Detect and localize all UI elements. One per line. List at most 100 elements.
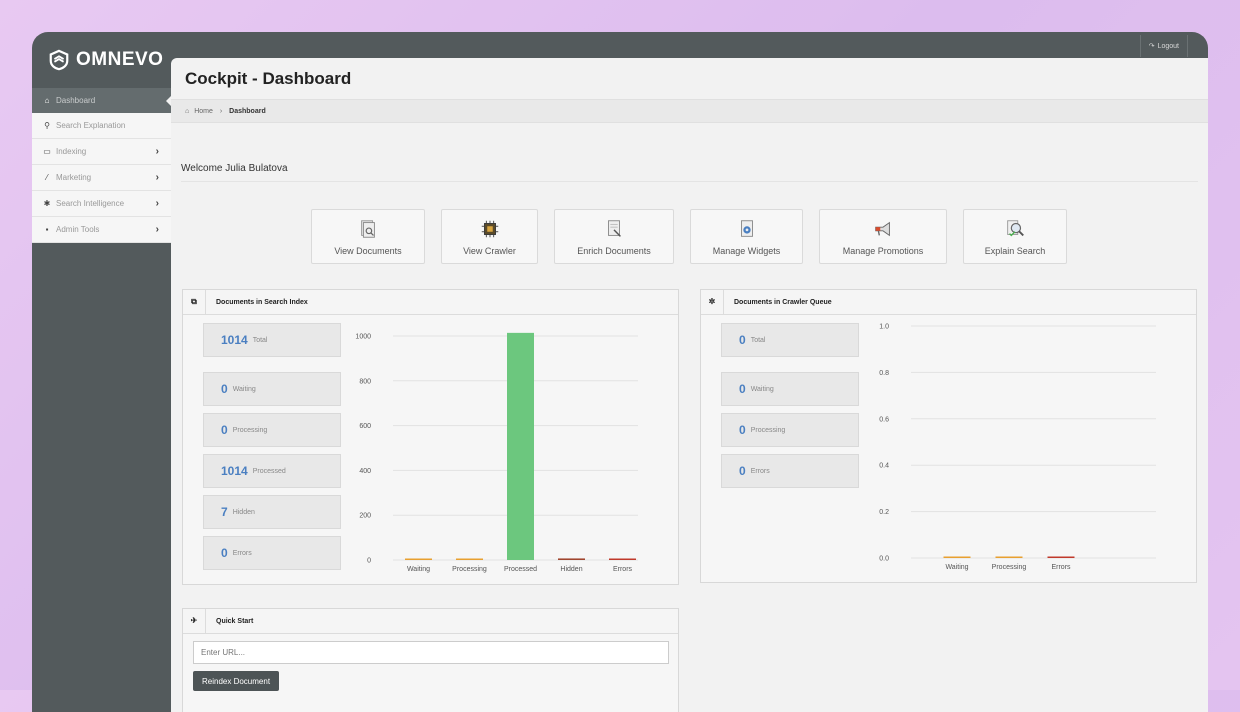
- sidebar-item-search-explanation[interactable]: ⚲ Search Explanation: [32, 113, 171, 139]
- stat-value: 1014: [221, 464, 248, 478]
- bar-waiting[interactable]: [943, 556, 971, 559]
- stat-label: Errors: [750, 467, 770, 475]
- sidebar-item-label: Marketing: [56, 173, 92, 182]
- stat-label: Total: [252, 336, 268, 344]
- stat-label: Total: [750, 336, 766, 344]
- sidebar-item-dashboard[interactable]: ⌂ Dashboard: [32, 88, 172, 113]
- sidebar-item-label: Search Intelligence: [56, 199, 125, 208]
- bar-hidden[interactable]: [558, 558, 585, 560]
- stat-total: 0 Total: [721, 323, 859, 357]
- stat-errors: 0 Errors: [203, 536, 341, 570]
- divider: [181, 181, 1198, 182]
- stat-label: Waiting: [750, 385, 774, 393]
- document-wand-icon: [608, 220, 621, 237]
- sidebar-item-admin-tools[interactable]: ▪ Admin Tools ›: [32, 217, 171, 243]
- bar-waiting[interactable]: [405, 558, 432, 561]
- stat-total: 1014 Total: [203, 323, 341, 357]
- brand-logo[interactable]: OMNEVO: [48, 48, 163, 72]
- stat-waiting: 0 Waiting: [721, 372, 859, 406]
- home-icon: ⌂: [44, 96, 50, 105]
- documents-search-icon: [361, 220, 375, 238]
- panel-title: Documents in Crawler Queue: [734, 298, 832, 306]
- y-tick-label: 600: [359, 423, 371, 430]
- x-tick-label: Waiting: [407, 566, 430, 573]
- stat-processing: 0 Processing: [721, 413, 859, 447]
- chevron-right-icon: ›: [155, 198, 159, 209]
- stat-value: 0: [739, 333, 746, 347]
- stat-label: Hidden: [232, 508, 255, 516]
- bar-processing[interactable]: [456, 558, 483, 561]
- bar-processing[interactable]: [995, 556, 1023, 559]
- main-content: Cockpit - Dashboard ⌂ Home › Dashboard W…: [171, 58, 1208, 712]
- chevron-right-icon: ›: [155, 224, 159, 235]
- magic-wand-icon: ⁄: [46, 173, 48, 182]
- enrich-documents-button[interactable]: Enrich Documents: [554, 209, 674, 264]
- copy-icon: ⧉: [183, 290, 206, 314]
- y-tick-label: 0.0: [879, 556, 889, 563]
- welcome-message: Welcome Julia Bulatova: [181, 163, 288, 174]
- y-tick-label: 800: [359, 378, 371, 385]
- logout-button[interactable]: ↷ Logout: [1139, 35, 1188, 57]
- button-label: Manage Promotions: [842, 246, 924, 256]
- button-label: View Documents: [334, 246, 402, 256]
- panel-header: ✲ Documents in Crawler Queue: [701, 290, 1196, 315]
- panel-title: Quick Start: [216, 617, 254, 625]
- bar-processed[interactable]: [507, 332, 534, 560]
- x-tick-label: Errors: [613, 566, 633, 573]
- stat-label: Processed: [252, 467, 286, 475]
- search-index-panel: ⧉ Documents in Search Index 1014 Total 0…: [182, 289, 679, 585]
- magnifier-icon: [1007, 220, 1024, 237]
- stat-value: 0: [739, 464, 746, 478]
- sidebar-item-label: Indexing: [56, 147, 87, 156]
- home-icon: ⌂: [185, 107, 190, 115]
- stat-processing: 0 Processing: [203, 413, 341, 447]
- manage-widgets-button[interactable]: Manage Widgets: [690, 209, 803, 264]
- chevron-right-icon: ›: [155, 172, 159, 183]
- bar-errors[interactable]: [609, 558, 636, 561]
- y-tick-label: 0.4: [879, 463, 889, 470]
- stat-label: Waiting: [232, 385, 256, 393]
- bug-icon: ✲: [701, 290, 724, 314]
- search-index-chart: 0 200 400 600 800 1000 Waiting Processing Proces…: [355, 332, 638, 573]
- breadcrumb: ⌂ Home › Dashboard: [171, 99, 1208, 123]
- y-tick-label: 0.6: [879, 416, 889, 423]
- inbox-icon: ▭: [43, 147, 51, 156]
- sidebar-item-indexing[interactable]: ▭ Indexing ›: [32, 139, 171, 165]
- stat-processed: 1014 Processed: [203, 454, 341, 488]
- panel-header: ⧉ Documents in Search Index: [183, 290, 678, 315]
- y-tick-label: 200: [359, 513, 371, 520]
- view-documents-button[interactable]: View Documents: [311, 209, 425, 264]
- chevron-right-icon: ›: [155, 146, 159, 157]
- x-tick-label: Hidden: [560, 566, 582, 573]
- stat-value: 0: [739, 382, 746, 396]
- x-tick-label: Processing: [992, 564, 1027, 571]
- sidebar-nav: ⌂ Dashboard ⚲ Search Explanation ▭ Index…: [32, 88, 172, 243]
- stat-value: 0: [221, 382, 228, 396]
- sidebar-item-marketing[interactable]: ⁄ Marketing ›: [32, 165, 171, 191]
- breadcrumb-current: Dashboard: [229, 107, 266, 115]
- logout-label: Logout: [1157, 42, 1179, 50]
- manage-promotions-button[interactable]: Manage Promotions: [819, 209, 947, 264]
- x-tick-label: Errors: [1051, 564, 1071, 571]
- button-label: Manage Widgets: [712, 246, 781, 256]
- breadcrumb-home[interactable]: Home: [194, 107, 213, 115]
- gear-document-icon: [740, 220, 753, 237]
- button-label: Explain Search: [984, 246, 1046, 256]
- bar-errors[interactable]: [1047, 556, 1075, 559]
- sidebar-item-search-intelligence[interactable]: ✱ Search Intelligence ›: [32, 191, 171, 217]
- view-crawler-button[interactable]: View Crawler: [441, 209, 538, 264]
- crawler-queue-chart: 0.0 0.2 0.4 0.6 0.8 1.0 Waiting Processing Error…: [879, 324, 1156, 571]
- button-label: Enrich Documents: [577, 246, 651, 256]
- page-title: Cockpit - Dashboard: [185, 69, 352, 88]
- y-tick-label: 400: [359, 468, 371, 475]
- stat-label: Processing: [750, 426, 786, 434]
- reindex-document-button[interactable]: Reindex Document: [193, 671, 280, 691]
- x-tick-label: Processing: [452, 566, 487, 573]
- stat-value: 0: [739, 423, 746, 437]
- chevron-right-icon: ›: [217, 107, 225, 115]
- y-tick-label: 0.2: [879, 509, 889, 516]
- megaphone-icon: [875, 221, 890, 237]
- x-tick-label: Processed: [504, 566, 537, 573]
- explain-search-button[interactable]: Explain Search: [963, 209, 1067, 264]
- url-input[interactable]: [193, 641, 669, 664]
